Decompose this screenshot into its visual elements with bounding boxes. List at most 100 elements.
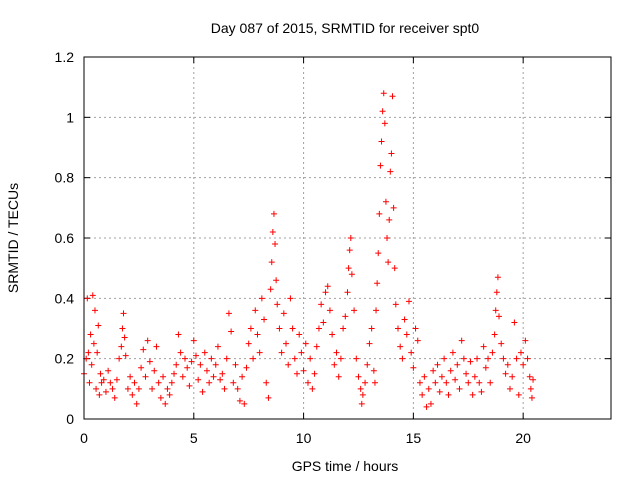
- data-point-marker: [113, 376, 120, 383]
- data-point-marker: [515, 391, 522, 398]
- data-point-marker: [381, 120, 388, 127]
- data-point-marker: [358, 400, 365, 407]
- axis-ticks: [83, 56, 611, 420]
- data-point-marker: [149, 385, 156, 392]
- data-point-marker: [195, 376, 202, 383]
- data-point-marker: [129, 391, 136, 398]
- data-point-marker: [410, 364, 417, 371]
- data-point-marker: [241, 400, 248, 407]
- data-point-marker: [351, 307, 358, 314]
- data-point-marker: [98, 379, 105, 386]
- data-point-marker: [374, 280, 381, 287]
- data-point-marker: [331, 361, 338, 368]
- data-point-marker: [133, 400, 140, 407]
- data-point-marker: [370, 367, 377, 374]
- data-point-marker: [359, 391, 366, 398]
- data-point-marker: [268, 259, 275, 266]
- data-point-marker: [357, 385, 364, 392]
- data-point-marker: [258, 295, 265, 302]
- data-point-marker: [421, 373, 428, 380]
- data-point-marker: [460, 355, 467, 362]
- y-tick-label: 0.6: [55, 230, 75, 246]
- data-point-marker: [379, 108, 386, 115]
- data-point-marker: [285, 361, 292, 368]
- data-point-marker: [388, 150, 395, 157]
- data-point-marker: [232, 361, 239, 368]
- data-point-marker: [87, 331, 94, 338]
- plot-frame: [83, 56, 612, 420]
- data-point-marker: [267, 286, 274, 293]
- data-point-marker: [280, 310, 287, 317]
- data-point-marker: [385, 259, 392, 266]
- data-point-marker: [256, 349, 263, 356]
- data-point-marker: [391, 265, 398, 272]
- data-point-marker: [214, 343, 221, 350]
- data-point-marker: [168, 379, 175, 386]
- data-point-marker: [346, 247, 353, 254]
- data-point-marker: [234, 385, 241, 392]
- data-point-marker: [441, 355, 448, 362]
- data-point-marker: [500, 355, 507, 362]
- data-point-marker: [270, 210, 277, 217]
- data-point-marker: [283, 340, 290, 347]
- data-point-marker: [190, 337, 197, 344]
- data-point-marker: [423, 403, 430, 410]
- data-point-marker: [520, 361, 527, 368]
- data-point-marker: [151, 367, 158, 374]
- data-point-marker: [109, 385, 116, 392]
- data-point-marker: [432, 379, 439, 386]
- data-point-marker: [347, 235, 354, 241]
- data-point-marker: [291, 355, 298, 362]
- data-point-marker: [373, 307, 380, 314]
- data-point-marker: [465, 379, 472, 386]
- data-point-marker: [296, 331, 303, 338]
- x-tick-label: 5: [190, 430, 198, 446]
- data-point-marker: [287, 295, 294, 302]
- data-point-marker: [127, 373, 134, 380]
- data-point-marker: [142, 373, 149, 380]
- data-point-marker: [223, 355, 230, 362]
- data-point-marker: [340, 325, 347, 332]
- data-point-marker: [199, 388, 206, 395]
- data-point-marker: [140, 346, 147, 353]
- data-point-marker: [390, 204, 397, 211]
- data-point-marker: [443, 379, 450, 386]
- data-point-marker: [496, 313, 503, 320]
- data-point-marker: [94, 349, 101, 356]
- data-point-marker: [210, 373, 217, 380]
- data-point-marker: [399, 355, 406, 362]
- data-point-marker: [119, 325, 126, 332]
- data-point-marker: [179, 373, 186, 380]
- data-point-marker: [111, 394, 118, 401]
- data-point-marker: [376, 210, 383, 217]
- data-point-marker: [269, 228, 276, 235]
- data-point-marker: [348, 271, 355, 278]
- data-point-marker: [430, 367, 437, 374]
- data-point-marker: [320, 319, 327, 326]
- data-point-marker: [380, 90, 387, 97]
- data-point-marker: [509, 373, 516, 380]
- data-point-marker: [324, 283, 331, 290]
- data-point-marker: [377, 162, 384, 169]
- data-point-marker: [144, 337, 151, 344]
- data-point-marker: [157, 394, 164, 401]
- data-point-marker: [401, 316, 408, 323]
- data-point-marker: [492, 307, 499, 314]
- data-point-marker: [384, 235, 391, 241]
- x-axis-label: GPS time / hours: [292, 458, 399, 474]
- data-point-marker: [118, 343, 125, 350]
- data-point-marker: [397, 343, 404, 350]
- data-point-marker: [225, 310, 232, 317]
- data-point-marker: [425, 385, 432, 392]
- data-point-marker: [405, 298, 412, 305]
- data-point-marker: [188, 358, 195, 365]
- data-point-marker: [177, 349, 184, 356]
- y-tick-label: 0.2: [55, 351, 75, 367]
- data-point-marker: [447, 367, 454, 374]
- data-point-marker: [491, 331, 498, 338]
- data-point-marker: [335, 373, 342, 380]
- data-point-marker: [300, 367, 307, 374]
- data-point-marker: [206, 379, 213, 386]
- data-point-marker: [166, 391, 173, 398]
- data-point-marker: [364, 361, 371, 368]
